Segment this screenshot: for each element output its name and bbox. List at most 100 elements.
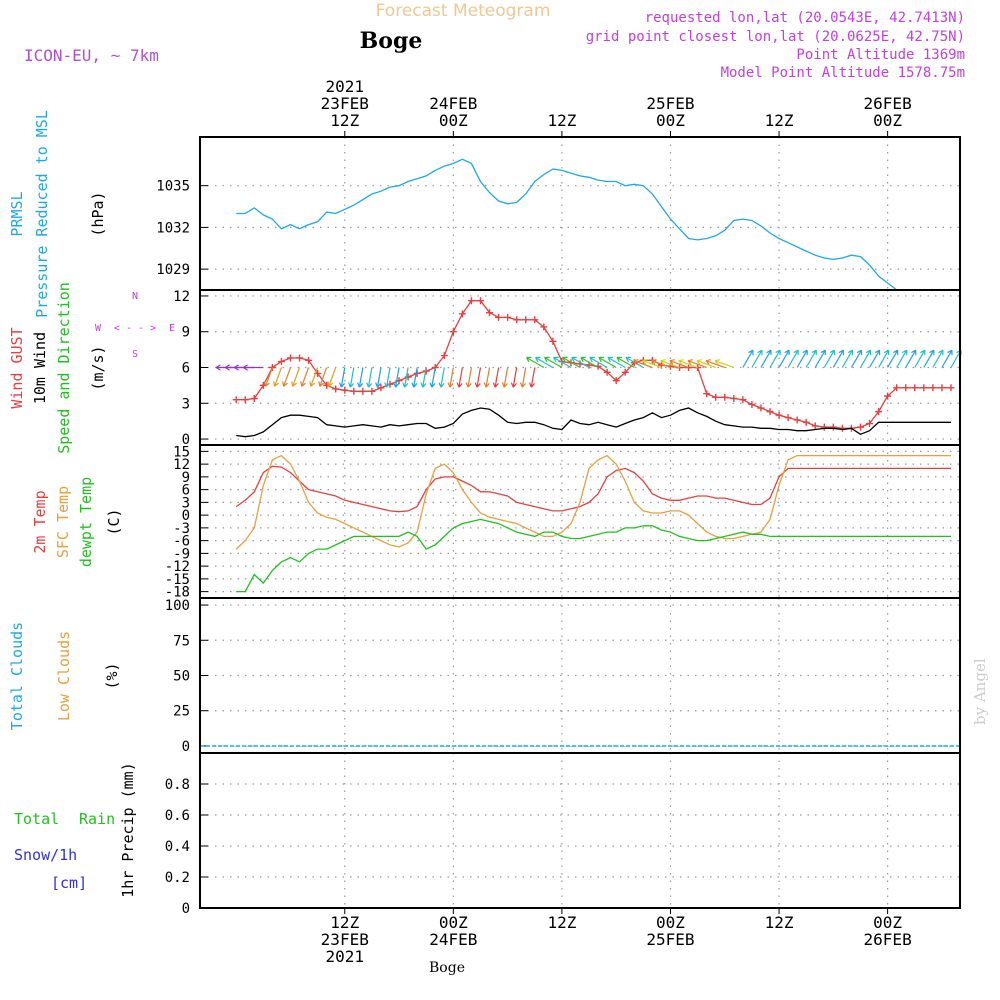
- pressure-unit: (hPa): [89, 191, 107, 236]
- wind-arrowhead-9: [309, 381, 316, 387]
- wind-arrow-56: [742, 349, 754, 368]
- wind-arrowhead-6: [282, 381, 288, 387]
- precip-unit: 1hr Precip (mm): [119, 762, 137, 897]
- ytick-label-temp-9: 9: [182, 470, 190, 486]
- wind-arrow-22: [431, 367, 436, 388]
- top-time-label: 00Z: [656, 111, 685, 130]
- wind-arrow-41: [589, 356, 608, 369]
- wind-arrowhead-34: [525, 356, 532, 363]
- gust-marker-65: [820, 423, 828, 431]
- gust-marker-56: [739, 396, 747, 404]
- wind-arrow-57: [751, 349, 763, 368]
- wind-arrowhead-11: [327, 381, 334, 387]
- wind-arrow-77: [932, 349, 944, 368]
- cloud-bar-47: [659, 745, 665, 747]
- wind-arrowhead-57: [757, 349, 763, 356]
- wind-arrow-38: [562, 356, 581, 369]
- gust-marker-5: [277, 358, 285, 366]
- wind-arrowhead-69: [865, 349, 872, 356]
- gust-marker-30: [504, 313, 512, 321]
- series-line-dewpt-temp: [236, 518, 951, 593]
- wind-label-1: Wind GUST: [8, 327, 26, 408]
- ytick-label-temp-5: -3: [173, 521, 190, 537]
- wind-arrowhead-30: [501, 382, 508, 388]
- wind-arrowhead-68: [856, 349, 863, 356]
- cloud-bar-7: [297, 745, 303, 747]
- wind-arrow-31: [512, 367, 518, 388]
- wind-arrowhead-61: [793, 349, 799, 356]
- wind-arrow-15: [367, 367, 373, 388]
- wind-arrowhead-64: [820, 349, 826, 356]
- wind-arrow-7: [292, 367, 301, 387]
- compass-n: N: [132, 291, 138, 302]
- wind-arrowhead-22: [429, 382, 436, 388]
- cloud-bar-25: [460, 745, 466, 747]
- wind-arrowhead-27: [474, 382, 481, 388]
- bottom-time-label: 00Z: [656, 913, 685, 932]
- wind-arrow-66: [832, 349, 844, 368]
- gust-marker-77: [929, 384, 937, 392]
- wind-arrow-33: [530, 367, 536, 388]
- cloud-bar-15: [369, 745, 375, 747]
- gust-marker-28: [486, 309, 494, 317]
- ytick-label-temp-10: 12: [173, 457, 190, 473]
- ytick-label-wind-3: 9: [182, 325, 190, 341]
- wind-arrow-63: [805, 349, 817, 368]
- gust-marker-34: [540, 323, 548, 331]
- wind-arrow-42: [598, 356, 617, 369]
- gust-marker-32: [522, 316, 530, 324]
- wind-arrow-44: [616, 356, 635, 369]
- wind-arrow-37: [553, 356, 572, 369]
- series-line-10m-wind: [236, 407, 951, 438]
- gust-marker-16: [377, 384, 385, 392]
- temp-label-3: dewpt Temp: [77, 477, 95, 567]
- series-line-2m-temp: [235, 465, 951, 513]
- wind-arrow-69: [859, 349, 871, 368]
- wind-arrowhead-28: [483, 382, 490, 388]
- gust-marker-79: [947, 384, 955, 392]
- wind-arrowhead-52: [687, 359, 693, 365]
- ytick-label-clouds-2: 50: [173, 669, 190, 685]
- wind-arrow-16: [376, 367, 382, 388]
- wind-unit: (m/s): [89, 345, 107, 390]
- gust-marker-64: [811, 422, 819, 430]
- panels: 102910321035036912-18-15-12-9-6-30369121…: [8, 77, 962, 966]
- wind-arrow-4: [264, 367, 273, 387]
- cloud-bar-11: [333, 745, 339, 747]
- gust-marker-13: [350, 387, 358, 395]
- bottom-time-label: 23FEB: [321, 930, 369, 949]
- cloud-bar-41: [605, 745, 611, 747]
- cloud-bar-27: [478, 745, 484, 747]
- bottom-time-label: 12Z: [765, 913, 794, 932]
- wind-arrowhead-15: [366, 382, 373, 388]
- wind-arrowhead-48: [651, 359, 657, 365]
- gust-marker-24: [449, 328, 457, 336]
- wind-arrow-74: [905, 349, 917, 368]
- precip-label-1: Total: [14, 810, 59, 828]
- wind-arrow-14: [358, 367, 364, 388]
- cloud-bar-9: [315, 745, 321, 747]
- wind-arrowhead-5: [273, 381, 279, 387]
- gust-marker-57: [748, 400, 756, 408]
- wind-arrowhead-42: [598, 356, 604, 363]
- cloud-bar-78: [939, 745, 945, 747]
- wind-arrowhead-31: [510, 382, 517, 388]
- panel-frame-pressure: [199, 136, 961, 291]
- precip-label-4: [cm]: [51, 874, 87, 892]
- wind-arrow-58: [760, 349, 772, 368]
- gust-marker-33: [531, 316, 539, 324]
- wind-arrowhead-32: [519, 382, 526, 388]
- wind-arrow-67: [841, 349, 853, 368]
- cloud-bar-76: [921, 745, 927, 747]
- ytick-label-pressure-0: 1029: [156, 262, 190, 278]
- gust-marker-58: [757, 404, 765, 412]
- wind-arrow-29: [494, 367, 500, 388]
- wind-arrowhead-20: [411, 382, 418, 388]
- wind-arrow-62: [796, 349, 808, 368]
- model-altitude: Model Point Altitude 1578.75m: [721, 65, 965, 81]
- wind-arrowhead-74: [911, 349, 917, 356]
- chart-title: Forecast Meteogram: [376, 1, 551, 21]
- point-altitude: Point Altitude 1369m: [796, 47, 965, 63]
- panel-frame-precip: [199, 752, 961, 909]
- wind-arrow-54: [705, 360, 725, 369]
